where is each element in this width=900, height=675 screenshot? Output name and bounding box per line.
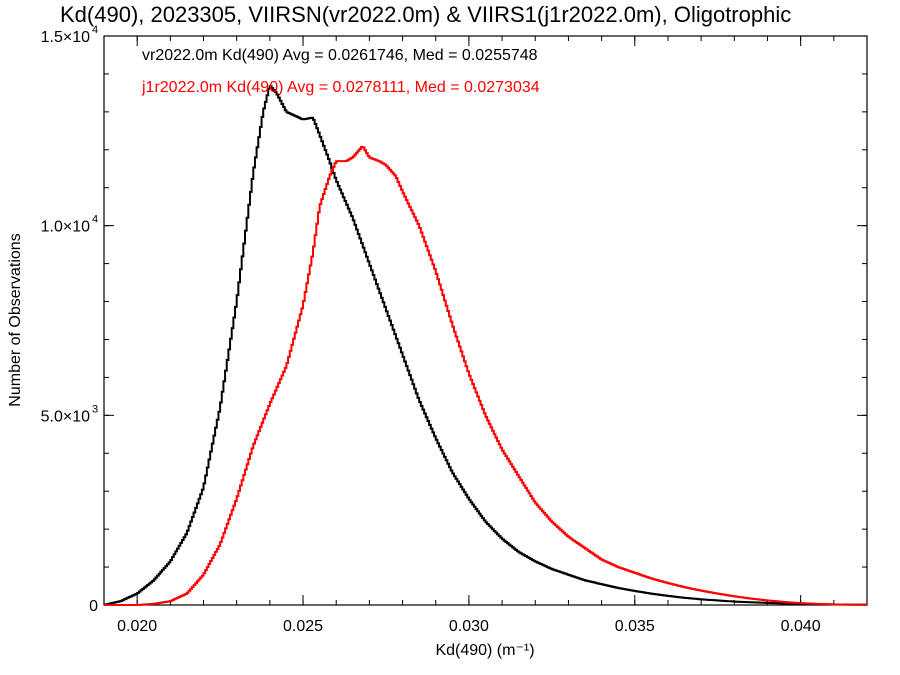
chart-title: Kd(490), 2023305, VIIRSN(vr2022.0m) & VI… <box>60 2 791 27</box>
y-axis-label: Number of Observations <box>7 233 24 406</box>
x-axis-label: Kd(490) (m⁻¹) <box>435 642 534 659</box>
series-line-black <box>104 85 867 606</box>
x-tick-label: 0.035 <box>615 618 655 635</box>
series-group <box>104 85 867 606</box>
series-line-red <box>104 145 867 606</box>
y-axis-ticks: 05.0×10 31.0×10 41.5×10 4 <box>41 24 867 615</box>
y-tick-exponent: 4 <box>92 24 98 36</box>
y-tick-exponent: 3 <box>92 403 98 415</box>
y-tick-label: 1.5×10 <box>41 29 90 46</box>
plot-frame <box>103 35 868 606</box>
x-tick-label: 0.025 <box>283 618 323 635</box>
y-tick-label: 1.0×10 <box>41 219 90 236</box>
x-axis-ticks: 0.020 0.025 0.030 0.035 0.040 <box>103 36 868 635</box>
x-tick-label: 0.020 <box>117 618 157 635</box>
x-tick-label: 0.040 <box>781 618 821 635</box>
annotation-red: j1r2022.0m Kd(490) Avg = 0.0278111, Med … <box>141 79 540 96</box>
y-tick-exponent: 4 <box>92 214 98 226</box>
y-tick-label: 0 <box>89 598 98 615</box>
x-tick-label: 0.030 <box>449 618 489 635</box>
annotation-black: vr2022.0m Kd(490) Avg = 0.0261746, Med =… <box>142 47 538 64</box>
y-tick-label: 5.0×10 <box>41 408 90 425</box>
